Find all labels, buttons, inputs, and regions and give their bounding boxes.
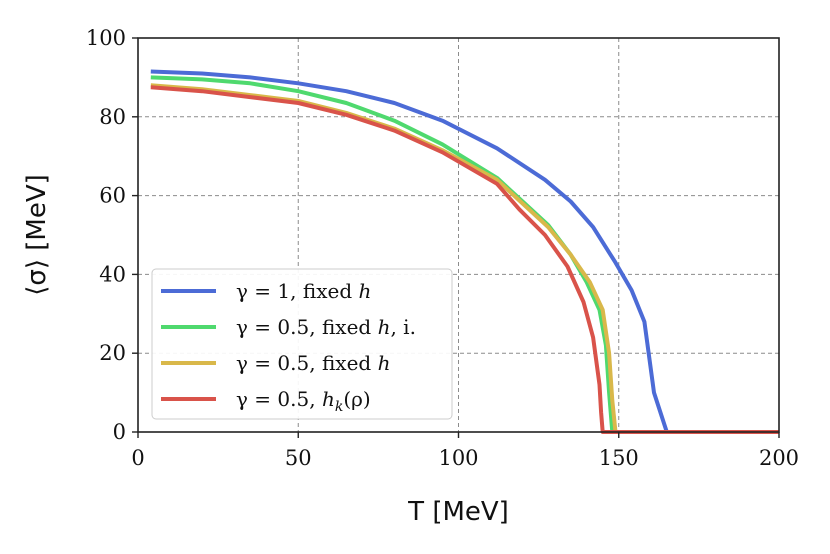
y-tick-label: 80 [99, 105, 126, 129]
x-tick-label: 150 [599, 446, 639, 470]
y-tick-label: 0 [113, 420, 126, 444]
legend: γ = 1, fixed h γ = 0.5, fixed h, i. γ = 0.… [151, 268, 453, 420]
ticks [132, 37, 780, 438]
y-tick-label: 60 [99, 184, 126, 208]
legend-label-3: γ = 0.5, fixed h [236, 351, 390, 375]
y-tick-label: 20 [99, 341, 126, 365]
series-line-4 [150, 85, 779, 434]
x-tick-label: 100 [438, 446, 478, 470]
x-tick-label: 0 [131, 446, 144, 470]
y-tick-label: 40 [99, 262, 126, 286]
legend-label-1: γ = 1, fixed h [236, 279, 371, 303]
y-tick-label: 100 [86, 26, 126, 50]
x-axis-title: T [MeV] [407, 497, 509, 527]
legend-box [151, 268, 453, 420]
x-tick-label: 50 [285, 446, 312, 470]
legend-label-2: γ = 0.5, fixed h, i. [236, 315, 416, 339]
series-layer [150, 69, 779, 434]
series-line-1 [150, 69, 779, 434]
y-axis-title: ⟨σ⟩ [MeV] [22, 174, 52, 296]
tick-labels: 0 50 100 150 200 0 20 40 60 80 100 [86, 26, 799, 470]
x-tick-label: 200 [759, 446, 799, 470]
legend-label-4: γ = 0.5, hk(ρ) [236, 387, 371, 415]
